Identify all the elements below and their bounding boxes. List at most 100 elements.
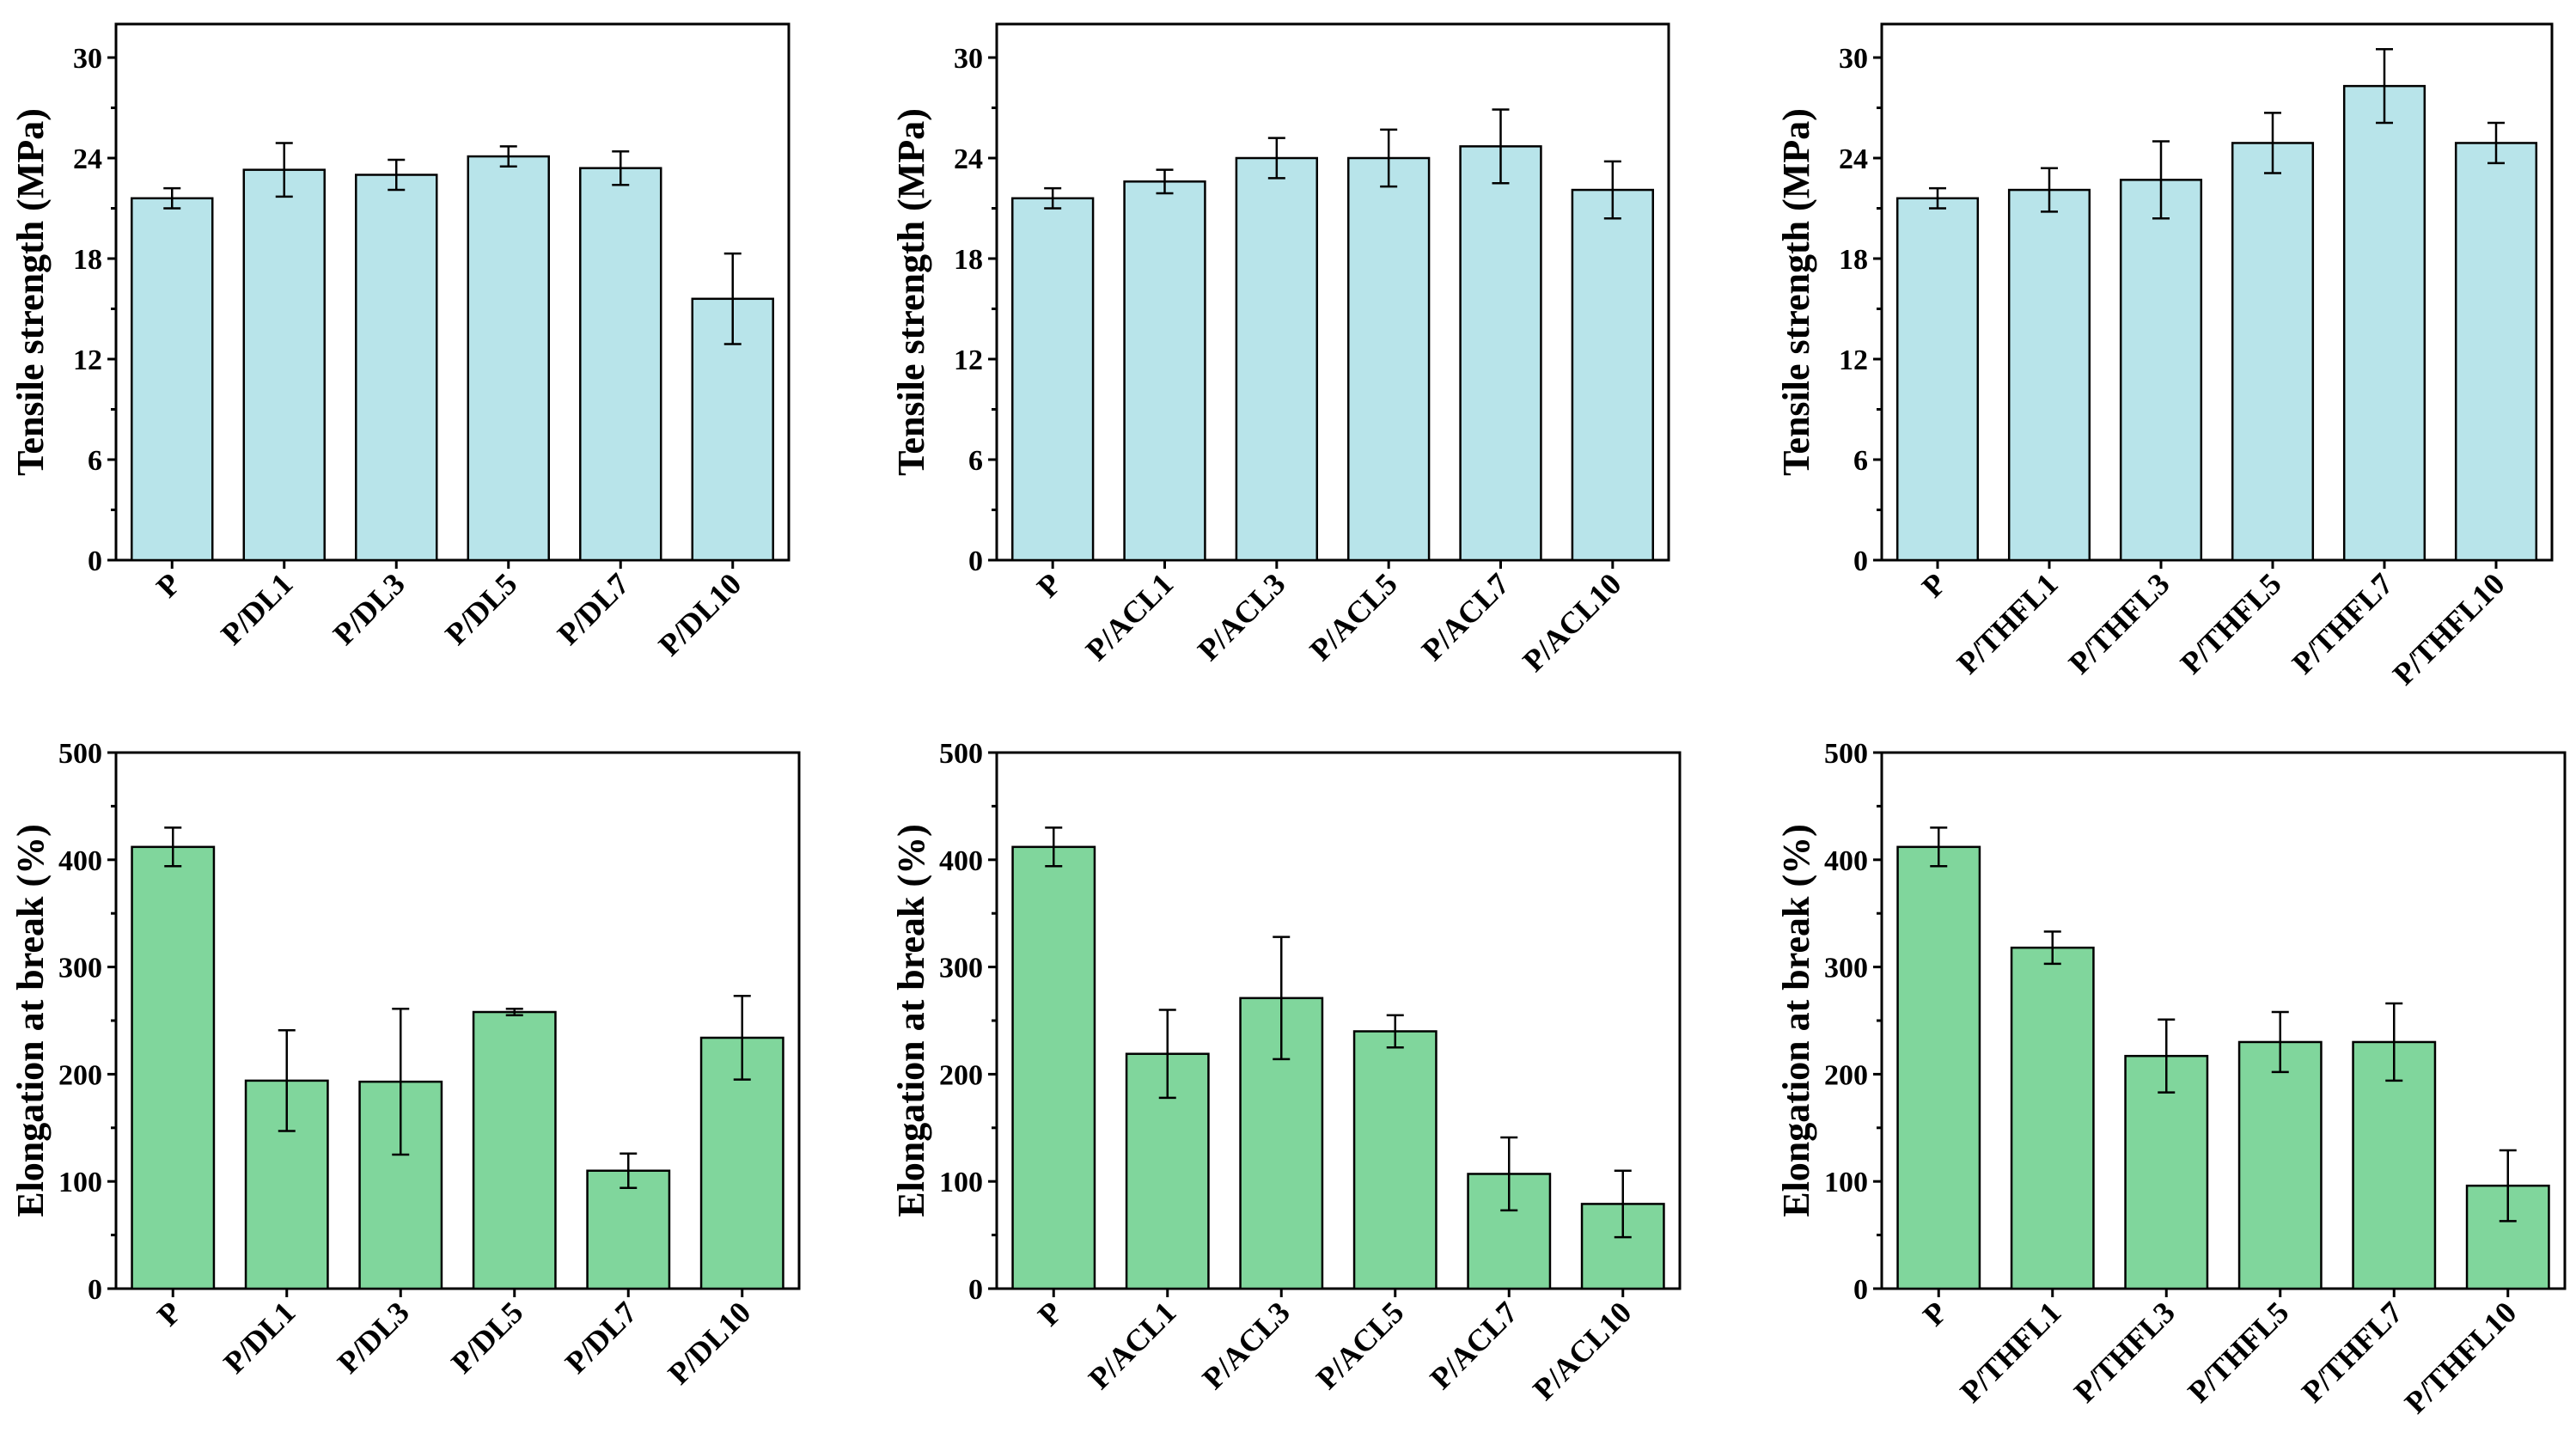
bar-p	[131, 197, 214, 562]
y-axis-label: Tensile strength (MPa)	[9, 108, 52, 476]
bar-p-thfl5	[2237, 1040, 2323, 1290]
bar-p-thfl1	[2010, 946, 2095, 1290]
error-bar	[499, 145, 517, 168]
error-bar	[163, 186, 181, 210]
x-tick-label: P/ACL7	[1415, 566, 1516, 667]
chart-panel-1: 0 6 12 18 24 30 Tensile strength (MPa) P P/DL1 P/…	[9, 22, 791, 662]
error-bar	[2376, 48, 2393, 125]
chart-panel-5: 0 100 200 300 400 500 Elongation at break (%) P…	[890, 738, 1682, 1406]
error-bar	[392, 1008, 410, 1156]
error-bar	[2487, 121, 2505, 165]
x-tick-label: P	[1030, 566, 1068, 604]
plot-frame	[1880, 751, 2567, 1290]
bar-p-acl3	[1235, 156, 1319, 562]
y-tick-label: 100	[58, 1167, 102, 1198]
y-tick-label: 0	[968, 1274, 983, 1306]
y-axis-label: Elongation at break (%)	[9, 824, 52, 1217]
x-tick-label: P/DL10	[662, 1295, 758, 1391]
error-bar	[2264, 112, 2281, 174]
y-tick-label: 30	[1839, 43, 1868, 75]
y-tick-label: 24	[73, 143, 102, 175]
x-tick-label: P/DL10	[652, 566, 748, 662]
x-tick-label: P/THFL3	[2067, 1295, 2182, 1409]
error-bar	[1267, 137, 1285, 180]
error-bar	[2158, 1018, 2176, 1094]
x-tick-label: P	[150, 566, 187, 604]
bar-p-dl5	[467, 155, 550, 562]
error-bar	[1380, 128, 1398, 188]
bar-p-acl5	[1346, 156, 1431, 562]
bar-p-acl1	[1123, 180, 1206, 562]
y-tick-label: 0	[1853, 546, 1868, 577]
bar-p-acl10	[1571, 188, 1655, 562]
error-bar	[2043, 930, 2061, 966]
error-bar	[1044, 186, 1062, 210]
y-tick-label: 500	[1824, 738, 1868, 770]
bar-p-thfl10	[2454, 142, 2538, 562]
x-tick-label: P/ACL5	[1309, 1295, 1410, 1395]
bar-p-dl7	[579, 167, 662, 562]
x-tick-label: P/THFL5	[2181, 1295, 2295, 1409]
y-tick-label: 30	[954, 43, 983, 75]
y-tick-label: 400	[939, 845, 983, 877]
y-tick-label: 12	[954, 344, 983, 376]
y-tick-label: 0	[968, 546, 983, 577]
x-tick-label: P/THFL5	[2174, 566, 2288, 680]
y-tick-label: 100	[1824, 1167, 1868, 1198]
chart-panel-6: 0 100 200 300 400 500 Elongation at break (%) P…	[1775, 738, 2567, 1420]
x-tick-label: P/ACL1	[1082, 1295, 1182, 1395]
x-tick-label: P/ACL3	[1191, 566, 1291, 667]
x-tick-label: P/DL7	[551, 566, 636, 651]
plot-frame	[995, 22, 1670, 562]
x-tick-label: P/DL3	[327, 566, 412, 651]
bar-p-acl5	[1352, 1030, 1438, 1290]
bar-p-acl7	[1459, 145, 1542, 562]
x-tick-label: P/DL1	[217, 1295, 302, 1380]
error-bar	[2041, 167, 2058, 213]
x-tick-label: P	[150, 1295, 188, 1332]
error-bar	[1500, 1136, 1518, 1212]
bar-p	[131, 845, 216, 1290]
plot-frame	[1880, 22, 2554, 562]
error-bar	[1492, 108, 1510, 185]
y-tick-label: 200	[939, 1059, 983, 1091]
y-tick-label: 0	[1853, 1274, 1868, 1306]
plot-frame	[114, 22, 791, 562]
error-bar	[2385, 1002, 2403, 1082]
plot-frame	[995, 751, 1682, 1290]
y-tick-label: 300	[58, 953, 102, 985]
x-tick-label: P/DL5	[438, 566, 523, 651]
error-bar	[1156, 168, 1174, 195]
plot-frame	[114, 751, 801, 1290]
error-bar	[733, 995, 751, 1081]
x-tick-label: P/DL3	[331, 1295, 416, 1380]
y-tick-label: 12	[73, 344, 102, 376]
y-tick-label: 6	[1853, 445, 1868, 477]
error-bar	[505, 1008, 523, 1017]
y-tick-label: 6	[88, 445, 102, 477]
error-bar	[278, 1028, 296, 1132]
y-tick-label: 500	[939, 738, 983, 770]
bar-p	[1895, 197, 1980, 562]
y-tick-label: 200	[1824, 1059, 1868, 1091]
x-tick-label: P/ACL5	[1303, 566, 1403, 667]
error-bar	[164, 826, 182, 868]
x-tick-label: P/THFL10	[2386, 566, 2512, 692]
y-axis-label: Elongation at break (%)	[1775, 824, 1817, 1217]
bar-p-thfl1	[2007, 188, 2091, 562]
y-axis-label: Tensile strength (MPa)	[890, 108, 932, 476]
bar-p-thfl7	[2342, 84, 2426, 562]
x-tick-label: P/THFL1	[1950, 566, 2065, 680]
x-tick-label: P/THFL1	[1953, 1295, 2067, 1409]
x-tick-label: P/ACL1	[1079, 566, 1180, 667]
y-tick-label: 24	[1839, 143, 1868, 175]
x-tick-label: P/DL7	[559, 1295, 644, 1380]
error-bar	[620, 1152, 638, 1189]
error-bar	[1930, 826, 1948, 868]
x-tick-label: P/THFL7	[2295, 1295, 2409, 1409]
y-tick-label: 18	[954, 244, 983, 276]
x-tick-label: P/ACL7	[1424, 1295, 1524, 1395]
bar-p-dl7	[586, 1169, 671, 1290]
